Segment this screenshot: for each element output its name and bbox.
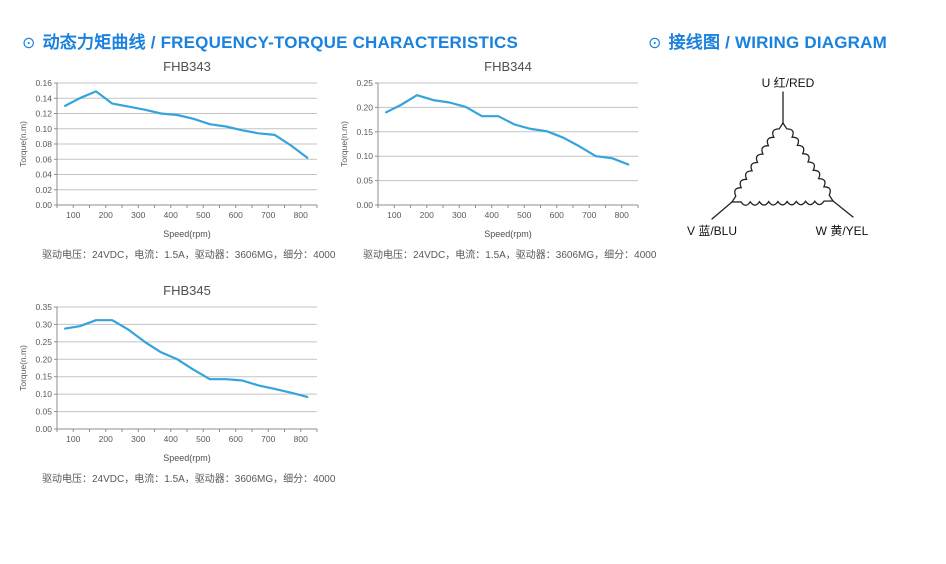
svg-text:0.25: 0.25 <box>35 337 52 347</box>
svg-text:0.00: 0.00 <box>35 424 52 434</box>
svg-text:700: 700 <box>582 210 596 220</box>
svg-text:0.10: 0.10 <box>35 389 52 399</box>
svg-text:0.06: 0.06 <box>35 154 52 164</box>
chart-fhb345: FHB345 0.00 0.05 0.10 0.15 0.20 0.25 0.30 0.35 1… <box>17 283 336 485</box>
svg-text:0.12: 0.12 <box>35 109 52 119</box>
chart-fhb343: FHB343 0.00 0.02 0.04 0.06 0.08 0.10 0.12 0.14 0… <box>17 59 336 261</box>
circled-dot-icon: ⊙ <box>648 35 662 52</box>
frequency-torque-section-title: 动态力矩曲线 / FREQUENCY-TORQUE CHARACTERISTIC… <box>42 33 519 52</box>
svg-text:800: 800 <box>294 434 308 444</box>
svg-text:0.14: 0.14 <box>35 93 52 103</box>
torque-speed-plot-fhb345: 0.00 0.05 0.10 0.15 0.20 0.25 0.30 0.35 100 200 30… <box>18 302 318 444</box>
svg-text:300: 300 <box>131 210 145 220</box>
svg-text:0.08: 0.08 <box>35 139 52 149</box>
svg-text:500: 500 <box>517 210 531 220</box>
phase-v-label: V 蓝/BLU <box>686 224 738 238</box>
drive-conditions-caption: 驱动电压：24VDC，电流：1.5A，驱动器：3606MG，细分：4000 <box>363 250 657 261</box>
x-axis-title: Speed(rpm) <box>484 229 532 239</box>
svg-text:600: 600 <box>229 434 243 444</box>
svg-text:300: 300 <box>452 210 466 220</box>
svg-text:0.35: 0.35 <box>35 302 52 312</box>
svg-text:0.20: 0.20 <box>35 354 52 364</box>
section-header-wiring-diagram: ⊙ 接线图 / WIRING DIAGRAM <box>648 28 887 53</box>
svg-text:0.10: 0.10 <box>35 124 52 134</box>
svg-text:0.16: 0.16 <box>35 78 52 88</box>
section-header-frequency-torque: ⊙ 动态力矩曲线 / FREQUENCY-TORQUE CHARACTERISTI… <box>22 28 518 53</box>
drive-conditions-caption: 驱动电压：24VDC，电流：1.5A，驱动器：3606MG，细分：4000 <box>42 250 336 261</box>
svg-text:100: 100 <box>387 210 401 220</box>
svg-text:0.04: 0.04 <box>35 170 52 180</box>
svg-text:Torque(n.m): Torque(n.m) <box>18 345 28 391</box>
chart-title: FHB343 <box>163 59 211 74</box>
svg-text:100: 100 <box>66 210 80 220</box>
svg-text:0.25: 0.25 <box>356 78 373 88</box>
delta-winding-drawing <box>711 91 854 220</box>
svg-text:700: 700 <box>261 434 275 444</box>
svg-text:0.05: 0.05 <box>35 407 52 417</box>
svg-text:0.10: 0.10 <box>356 151 373 161</box>
phase-w-label: W 黄/YEL <box>815 224 869 238</box>
svg-text:0.00: 0.00 <box>35 200 52 210</box>
chart-title: FHB344 <box>484 59 532 74</box>
svg-text:100: 100 <box>66 434 80 444</box>
drive-conditions-caption: 驱动电压：24VDC，电流：1.5A，驱动器：3606MG，细分：4000 <box>42 474 336 485</box>
torque-speed-plot-fhb344: 0.00 0.05 0.10 0.15 0.20 0.25 100 200 300 400 500 6… <box>339 78 639 220</box>
svg-text:400: 400 <box>164 210 178 220</box>
torque-speed-plot-fhb343: 0.00 0.02 0.04 0.06 0.08 0.10 0.12 0.14 0.16 100 2… <box>18 78 318 220</box>
wiring-diagram-section-title: 接线图 / WIRING DIAGRAM <box>668 33 887 52</box>
svg-text:700: 700 <box>261 210 275 220</box>
svg-text:600: 600 <box>229 210 243 220</box>
svg-text:800: 800 <box>615 210 629 220</box>
svg-text:400: 400 <box>485 210 499 220</box>
svg-text:0.02: 0.02 <box>35 185 52 195</box>
svg-text:0.15: 0.15 <box>35 372 52 382</box>
circled-dot-icon: ⊙ <box>22 35 36 52</box>
svg-text:600: 600 <box>550 210 564 220</box>
svg-text:0.05: 0.05 <box>356 176 373 186</box>
svg-text:200: 200 <box>99 434 113 444</box>
chart-title: FHB345 <box>163 283 211 298</box>
svg-text:Torque(n.m): Torque(n.m) <box>339 121 349 167</box>
svg-text:400: 400 <box>164 434 178 444</box>
svg-text:0.30: 0.30 <box>35 319 52 329</box>
svg-text:500: 500 <box>196 434 210 444</box>
svg-text:800: 800 <box>294 210 308 220</box>
svg-text:500: 500 <box>196 210 210 220</box>
svg-text:0.00: 0.00 <box>356 200 373 210</box>
chart-fhb344: FHB344 0.00 0.05 0.10 0.15 0.20 0.25 100 200 300… <box>338 59 657 261</box>
svg-text:300: 300 <box>131 434 145 444</box>
svg-text:200: 200 <box>420 210 434 220</box>
phase-u-label: U 红/RED <box>761 76 815 90</box>
svg-text:0.20: 0.20 <box>356 102 373 112</box>
x-axis-title: Speed(rpm) <box>163 453 211 463</box>
svg-text:Torque(n.m): Torque(n.m) <box>18 121 28 167</box>
wiring-diagram: U 红/RED V 蓝/BLU W 黄/YEL <box>660 74 946 246</box>
svg-text:0.15: 0.15 <box>356 127 373 137</box>
svg-text:200: 200 <box>99 210 113 220</box>
x-axis-title: Speed(rpm) <box>163 229 211 239</box>
